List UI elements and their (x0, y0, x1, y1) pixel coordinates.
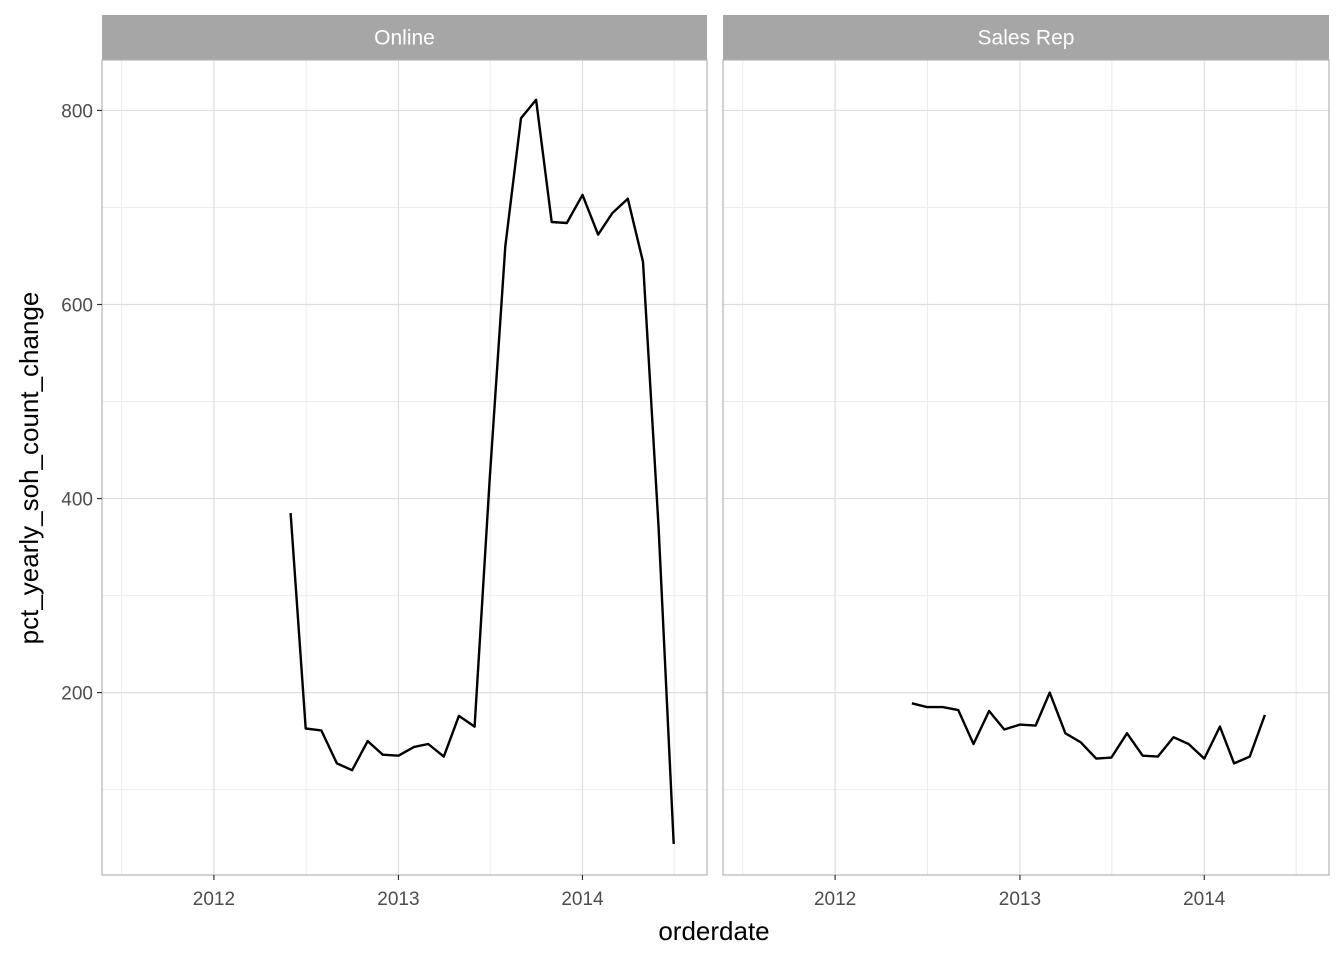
x-tick-label: 2012 (814, 889, 856, 910)
facet-strip (102, 15, 707, 60)
facet-panel-sales-rep: Sales Rep 2012 2013 2014 (722, 15, 1330, 910)
y-tick-label: 200 (61, 684, 93, 705)
y-tick-label: 800 (61, 101, 93, 122)
facet-strip-label: Sales Rep (978, 27, 1075, 50)
x-tick-label: 2012 (193, 889, 235, 910)
facet-panel-online: Online 2012 2013 2014 200 400 600 800 (61, 15, 708, 910)
y-axis-title: pct_yearly_soh_count_change (14, 292, 44, 645)
x-tick-label: 2013 (999, 889, 1041, 910)
facet-strip-label: Online (374, 27, 435, 50)
facet-strip (723, 15, 1329, 60)
series-line (911, 691, 1267, 765)
x-tick-label: 2013 (377, 889, 419, 910)
facet-panels: Online 2012 2013 2014 200 400 600 800 Sales Rep 2… (61, 15, 1330, 910)
y-tick-label: 600 (61, 296, 93, 317)
x-axis-title: orderdate (658, 916, 769, 946)
series-line (289, 98, 675, 845)
x-tick-label: 2014 (1183, 889, 1226, 910)
x-tick-label: 2014 (561, 889, 604, 910)
y-tick-label: 400 (61, 490, 93, 511)
panel-border (101, 59, 708, 876)
panel-border (722, 59, 1330, 876)
